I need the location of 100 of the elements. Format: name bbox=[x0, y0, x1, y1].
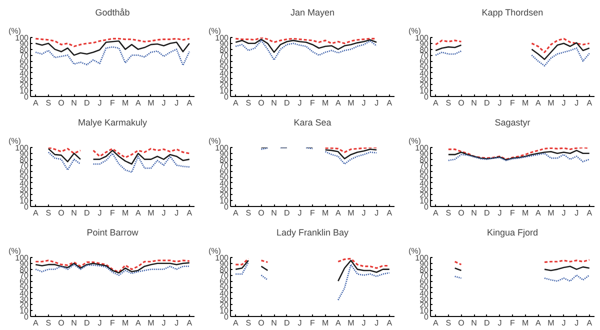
x-tick-label: J bbox=[298, 318, 302, 328]
x-tick-label: A bbox=[135, 318, 142, 328]
x-tick-label: A bbox=[135, 98, 142, 108]
x-tick-label: J bbox=[498, 318, 502, 328]
x-tick-label: M bbox=[322, 98, 329, 108]
x-tick-label: O bbox=[458, 318, 464, 328]
x-tick-label: D bbox=[484, 208, 490, 218]
x-tick-label: M bbox=[148, 98, 155, 108]
y-axis-title: (%) bbox=[8, 246, 22, 256]
x-tick-label: A bbox=[232, 208, 239, 218]
x-tick-label: J bbox=[98, 318, 102, 328]
y-tick-label: 0 bbox=[224, 312, 230, 322]
chart-title: Godthåb bbox=[95, 8, 130, 18]
x-tick-label: M bbox=[322, 318, 329, 328]
x-tick-label: J bbox=[562, 98, 566, 108]
x-tick-label: A bbox=[432, 318, 439, 328]
x-tick-label: A bbox=[432, 98, 439, 108]
x-tick-label: N bbox=[471, 98, 478, 108]
x-tick-label: A bbox=[535, 318, 542, 328]
x-tick-label: J bbox=[362, 318, 366, 328]
x-tick-label: F bbox=[510, 318, 516, 328]
x-tick-label: A bbox=[32, 208, 39, 218]
x-tick-label: M bbox=[122, 208, 129, 218]
x-tick-label: N bbox=[271, 208, 278, 218]
x-tick-label: F bbox=[110, 98, 116, 108]
x-tick-label: J bbox=[574, 208, 579, 218]
x-tick-label: A bbox=[232, 318, 239, 328]
x-tick-label: M bbox=[322, 208, 329, 218]
x-tick-label: J bbox=[174, 318, 179, 328]
x-tick-label: S bbox=[246, 98, 252, 108]
x-tick-label: J bbox=[562, 318, 566, 328]
x-tick-label: N bbox=[71, 208, 78, 218]
x-tick-label: A bbox=[186, 98, 193, 108]
x-tick-label: M bbox=[548, 318, 555, 328]
x-tick-label: A bbox=[586, 98, 593, 108]
x-tick-label: J bbox=[374, 318, 379, 328]
y-axis-title: (%) bbox=[8, 26, 22, 36]
chart-title: Jan Mayen bbox=[290, 8, 335, 18]
x-tick-label: O bbox=[58, 318, 64, 328]
y-axis-title: (%) bbox=[208, 246, 222, 256]
x-tick-label: S bbox=[446, 318, 452, 328]
x-tick-label: F bbox=[310, 208, 316, 218]
x-tick-label: D bbox=[84, 318, 90, 328]
x-tick-label: M bbox=[522, 318, 529, 328]
chart-title: Malye Karmakuly bbox=[78, 118, 148, 128]
x-tick-label: M bbox=[122, 318, 129, 328]
x-tick-label: O bbox=[258, 318, 264, 328]
x-tick-label: O bbox=[458, 208, 464, 218]
x-tick-label: A bbox=[335, 208, 342, 218]
x-tick-label: J bbox=[374, 208, 379, 218]
x-tick-label: J bbox=[362, 98, 366, 108]
x-tick-label: A bbox=[186, 318, 193, 328]
x-tick-label: M bbox=[148, 208, 155, 218]
y-axis-title: (%) bbox=[8, 136, 22, 146]
x-tick-label: S bbox=[246, 208, 252, 218]
x-tick-label: J bbox=[562, 208, 566, 218]
x-tick-label: M bbox=[548, 98, 555, 108]
x-tick-label: J bbox=[498, 98, 502, 108]
x-tick-label: S bbox=[46, 208, 52, 218]
x-tick-label: S bbox=[446, 98, 452, 108]
x-tick-label: A bbox=[135, 208, 142, 218]
x-tick-label: J bbox=[574, 98, 579, 108]
y-axis-title: (%) bbox=[208, 26, 222, 36]
x-tick-label: A bbox=[432, 208, 439, 218]
y-tick-label: 0 bbox=[424, 92, 430, 102]
y-axis-title: (%) bbox=[408, 26, 422, 36]
y-tick-label: 0 bbox=[24, 202, 30, 212]
x-tick-label: D bbox=[284, 98, 290, 108]
x-tick-label: M bbox=[522, 208, 529, 218]
y-tick-label: 0 bbox=[424, 202, 430, 212]
x-tick-label: N bbox=[71, 318, 78, 328]
x-tick-label: N bbox=[271, 318, 278, 328]
x-tick-label: J bbox=[162, 318, 166, 328]
y-axis-title: (%) bbox=[208, 136, 222, 146]
x-tick-label: M bbox=[522, 98, 529, 108]
x-tick-label: F bbox=[110, 208, 116, 218]
x-tick-label: O bbox=[58, 208, 64, 218]
y-tick-label: 0 bbox=[424, 312, 430, 322]
x-tick-label: A bbox=[32, 318, 39, 328]
x-tick-label: J bbox=[98, 98, 102, 108]
x-tick-label: O bbox=[58, 98, 64, 108]
chart-title: Kapp Thordsen bbox=[482, 8, 544, 18]
x-tick-label: F bbox=[110, 318, 116, 328]
chart-title: Lady Franklin Bay bbox=[276, 228, 350, 238]
x-tick-label: N bbox=[471, 208, 478, 218]
x-tick-label: D bbox=[84, 98, 90, 108]
y-tick-label: 0 bbox=[24, 312, 30, 322]
x-tick-label: J bbox=[298, 208, 302, 218]
y-tick-label: 0 bbox=[224, 92, 230, 102]
x-tick-label: O bbox=[258, 98, 264, 108]
x-tick-label: A bbox=[335, 318, 342, 328]
x-tick-label: S bbox=[46, 98, 52, 108]
x-tick-label: A bbox=[386, 318, 393, 328]
x-tick-label: J bbox=[574, 318, 579, 328]
x-tick-label: A bbox=[535, 98, 542, 108]
y-axis-title: (%) bbox=[408, 136, 422, 146]
x-tick-label: M bbox=[548, 208, 555, 218]
y-tick-label: 0 bbox=[24, 92, 30, 102]
x-tick-label: J bbox=[98, 208, 102, 218]
x-tick-label: D bbox=[284, 318, 290, 328]
